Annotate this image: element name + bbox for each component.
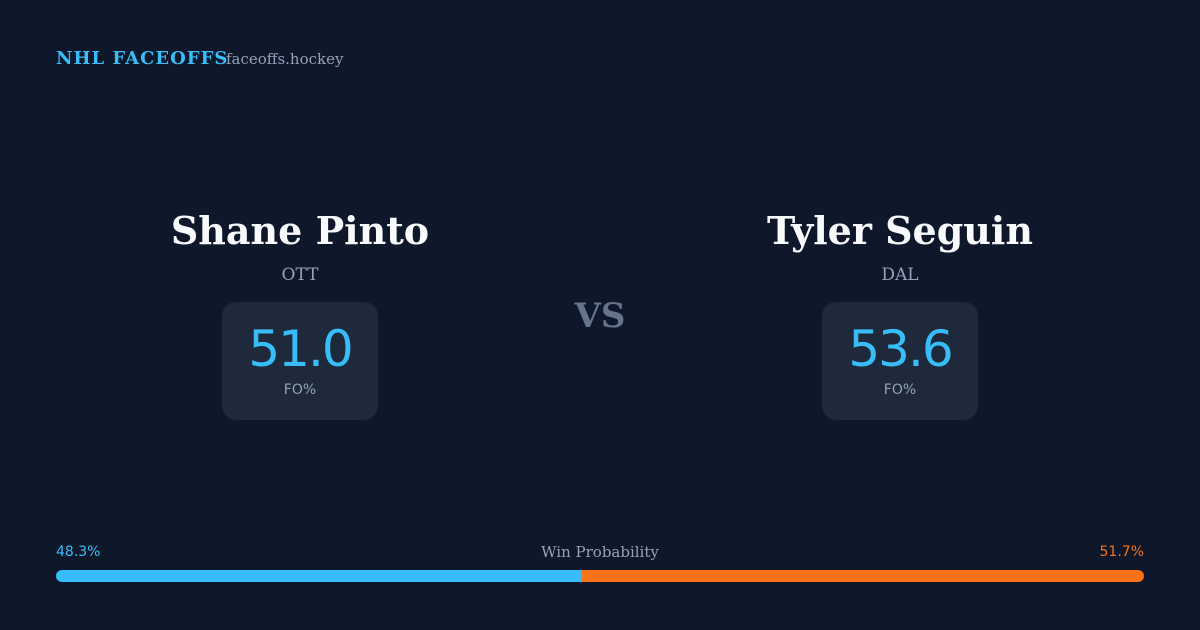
- fo-label: FO%: [283, 382, 317, 398]
- player-team: OTT: [281, 265, 319, 285]
- win-prob-left: 48.3%: [56, 544, 101, 560]
- brand-title: NHL FACEOFFS: [56, 48, 229, 69]
- stat-box: 53.6 FO%: [822, 302, 978, 420]
- fo-value: 51.0: [248, 320, 353, 378]
- player-name: Tyler Seguin: [767, 208, 1033, 253]
- win-prob-segment: [56, 570, 582, 582]
- brand-site: faceoffs.hockey: [226, 50, 344, 68]
- win-prob-right: 51.7%: [1099, 544, 1144, 560]
- fo-label: FO%: [883, 382, 917, 398]
- win-prob-title: Win Probability: [541, 543, 659, 561]
- win-prob-segment: [581, 570, 1144, 582]
- fo-value: 53.6: [848, 320, 953, 378]
- player-team: DAL: [881, 265, 919, 285]
- stat-box: 51.0 FO%: [222, 302, 378, 420]
- player-card: Shane Pinto OTT 51.0 FO%: [100, 200, 500, 420]
- vs-label: VS: [574, 296, 626, 336]
- win-prob-bar: [56, 570, 1144, 582]
- player-name: Shane Pinto: [170, 208, 430, 253]
- player-card: Tyler Seguin DAL 53.6 FO%: [700, 200, 1100, 420]
